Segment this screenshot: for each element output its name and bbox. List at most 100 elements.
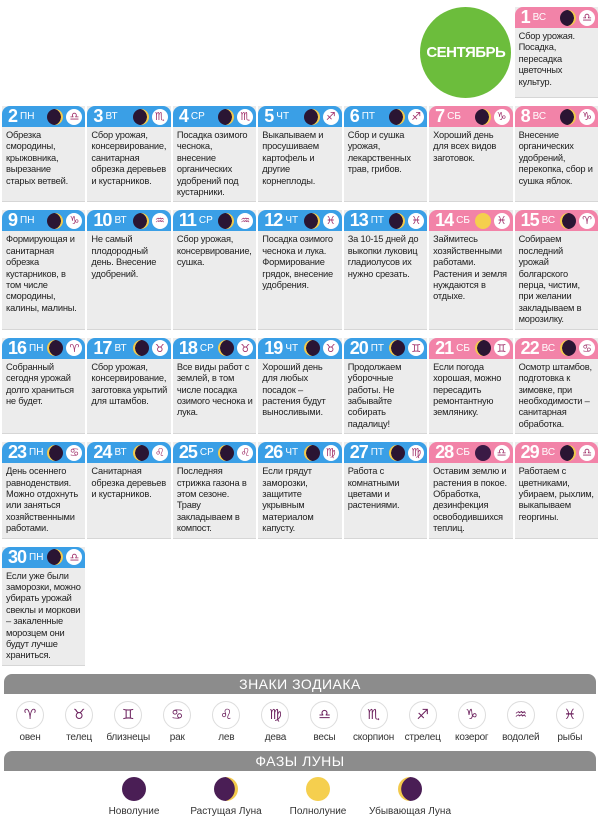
day-header: 15 ВС ♈︎ — [514, 210, 598, 232]
day-header: 26 ЧТ ♍︎ — [258, 442, 342, 464]
moon-phase-label: Растущая Луна — [190, 805, 262, 817]
day-number: 11 — [178, 210, 197, 231]
day-cell: 10 ВТ ♒︎ Не самый плодородный день. Внесени… — [87, 210, 171, 330]
zodiac-legend-item: ♊︎ близнецы — [104, 700, 152, 743]
moon-waning-icon — [398, 776, 422, 801]
moon-waning-icon — [132, 444, 149, 461]
day-number: 18 — [178, 337, 198, 358]
zodiac-virgo-icon: ♍︎ — [408, 444, 425, 461]
moon-phases-header: ФАЗЫ ЛУНЫ — [4, 750, 596, 771]
moon-waxing-icon — [560, 108, 576, 125]
day-number: 13 — [349, 210, 369, 231]
zodiac-legend: ♈︎ овен ♉︎ телец ♊︎ близнецы ♋︎ рак ♌︎ лев ♍︎ дева ♎… — [0, 694, 600, 743]
moon-new-icon — [474, 444, 491, 461]
zodiac-libra-icon: ♎︎ — [310, 700, 339, 729]
day-advice: Сбор урожая, консервирование, сушка. — [176, 234, 252, 268]
zodiac-leo-icon: ♌︎ — [212, 700, 241, 729]
day-cell: 9 ПН ♑︎ Формирующая и санитарная обрезка ку… — [2, 210, 86, 330]
day-advice: Займитесь хозяйственными работами. Расте… — [433, 234, 507, 302]
day-cell: 12 ЧТ ♓︎ Посадка озимого чеснока и лука. Фо… — [258, 210, 342, 330]
day-header: 10 ВТ ♒︎ — [87, 210, 171, 232]
day-of-week: ЧТ — [285, 342, 299, 354]
day-header: 23 ПН ♋︎ — [2, 442, 86, 464]
day-advice: Сбор урожая, консервирование, заготовка … — [91, 361, 168, 406]
day-header: 1 ВС ♎︎ — [514, 7, 598, 28]
day-header: 30 ПН ♎︎ — [2, 546, 86, 568]
zodiac-aquarius-icon: ♒︎ — [506, 700, 535, 729]
zodiac-capricorn-icon: ♑︎ — [579, 108, 595, 125]
day-cell: 8 ВС ♑︎ Внесение органических удобрений, пе… — [514, 106, 598, 203]
day-cell: 3 ВТ ♏︎ Сбор урожая, консервирование, санит… — [87, 106, 171, 203]
zodiac-virgo-icon: ♍︎ — [322, 444, 339, 461]
day-cell: 30 ПН ♎︎ Если уже были заморозки, можно уби… — [2, 546, 86, 666]
moon-waxing-icon — [303, 108, 320, 125]
zodiac-aries-icon: ♈︎ — [66, 340, 83, 357]
day-number: 27 — [349, 442, 369, 463]
zodiac-taurus-icon: ♉︎ — [151, 340, 168, 357]
zodiac-label: лев — [218, 731, 235, 743]
moon-phase-legend-item: Полнолуние — [272, 776, 364, 817]
day-cell: 19 ЧТ ♉︎ Хороший день для любых посадок – р… — [258, 337, 342, 435]
moon-waxing-icon — [47, 108, 64, 125]
zodiac-leo-icon: ♌︎ — [237, 444, 254, 461]
moon-phase-label: Новолуние — [108, 805, 160, 817]
zodiac-capricorn-icon: ♑︎ — [493, 108, 510, 125]
day-number: 23 — [8, 442, 27, 463]
day-header: 4 СР ♏︎ — [172, 106, 257, 127]
day-of-week: ВТ — [105, 111, 118, 122]
day-advice: Посадка озимого чеснока, внесение органи… — [176, 130, 248, 198]
zodiac-cancer-icon: ♋︎ — [579, 340, 595, 357]
moon-waning-icon — [303, 340, 320, 357]
zodiac-label: весы — [313, 731, 336, 743]
day-header: 21 СБ ♊︎ — [429, 337, 513, 359]
zodiac-cancer-icon: ♋︎ — [66, 444, 83, 461]
day-header: 7 СБ ♑︎ — [429, 106, 513, 127]
day-number: 1 — [520, 7, 531, 27]
day-header: 20 ПТ ♊︎ — [343, 337, 428, 359]
day-of-week: ПТ — [361, 111, 376, 122]
day-of-week: СБ — [447, 111, 461, 122]
day-advice: Внесение органических удобрений, перекоп… — [518, 130, 593, 186]
day-header: 3 ВТ ♏︎ — [87, 106, 171, 127]
day-cell: 13 ПТ ♓︎ За 10-15 дней до выкопки луковиц г… — [343, 210, 428, 330]
day-of-week: ЧТ — [276, 111, 290, 122]
day-cell: 4 СР ♏︎ Посадка озимого чеснока, внесение о… — [172, 106, 257, 203]
day-cell: 11 СР ♒︎ Сбор урожая, консервирование, сушк… — [172, 210, 257, 330]
day-number: 15 — [520, 210, 540, 231]
day-advice: Не самый плодородный день. Внесение удоб… — [91, 234, 157, 279]
zodiac-label: телец — [66, 731, 92, 743]
zodiac-label: дева — [264, 731, 287, 743]
day-advice: Сбор урожая. Посадка, пересадка цветочны… — [518, 31, 576, 87]
day-header: 25 СР ♌︎ — [172, 442, 257, 464]
moon-phase-label: Полнолуние — [289, 805, 347, 817]
moon-waxing-icon — [47, 549, 64, 566]
moon-waxing-icon — [560, 444, 576, 461]
day-cell: 21 СБ ♊︎ Если погода хорошая, можно пересад… — [429, 337, 513, 435]
day-number: 12 — [264, 210, 283, 231]
day-of-week: ВС — [532, 12, 547, 23]
zodiac-scorpio-icon: ♏︎ — [359, 700, 388, 729]
day-cell: 14 СБ ♓︎ Займитесь хозяйственными работами.… — [429, 210, 513, 330]
day-advice: Работаем с цветниками, убираем, рыхлим, … — [518, 466, 594, 522]
day-of-week: ВТ — [114, 215, 127, 227]
day-number: 30 — [8, 546, 27, 567]
moon-waning-icon — [218, 340, 235, 357]
day-header: 27 ПТ ♍︎ — [343, 442, 428, 464]
day-cell: 29 ВС ♎︎ Работаем с цветниками, убираем, ры… — [514, 442, 598, 539]
zodiac-legend-item: ♉︎ телец — [55, 700, 103, 743]
zodiac-legend-item: ♑︎ козерог — [448, 700, 496, 743]
day-advice: Работа с комнатными цветами и растениями… — [347, 466, 400, 511]
zodiac-pisces-icon: ♓︎ — [493, 212, 510, 229]
day-header: 28 СБ ♎︎ — [429, 442, 513, 464]
zodiac-legend-item: ♈︎ овен — [6, 700, 54, 743]
moon-waxing-icon — [560, 9, 576, 26]
zodiac-legend-item: ♐︎ стрелец — [399, 700, 447, 743]
day-of-week: СР — [198, 215, 213, 227]
zodiac-cancer-icon: ♋︎ — [163, 700, 192, 729]
day-number: 29 — [520, 442, 540, 463]
day-of-week: СР — [199, 342, 214, 354]
zodiac-legend-item: ♒︎ водолей — [497, 700, 545, 743]
day-of-week: ВТ — [114, 342, 127, 354]
moon-waxing-icon — [218, 108, 235, 125]
day-of-week: ВС — [541, 342, 556, 354]
